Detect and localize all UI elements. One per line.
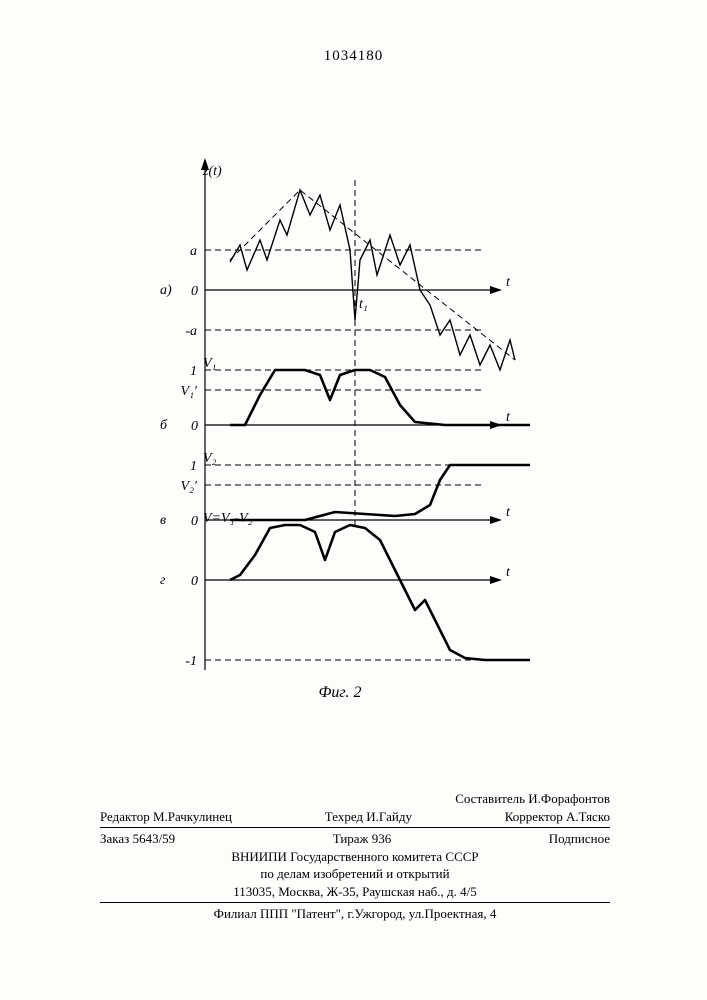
credits-row-1: Составитель И.Форафонтов xyxy=(100,790,610,808)
corr-name: А.Тяско xyxy=(566,809,610,824)
order-row: Заказ 5643/59 Тираж 936 Подписное xyxy=(100,830,610,848)
editor-label: Редактор xyxy=(100,809,150,824)
credits-row-2: Редактор М.Рачкулинец Техред И.Гайду Кор… xyxy=(100,808,610,826)
svg-text:-1: -1 xyxy=(185,654,197,669)
corrector: Корректор А.Тяско xyxy=(505,808,610,826)
org-line-2: по делам изобретений и открытий xyxy=(100,865,610,883)
figure-svg: t 0 а) z(t) а -а t₁ t 0 б V₁ 1 V₁′ t 0 в V₂ 1 V₂′ t 0 г V=V₁-V… xyxy=(150,150,530,680)
svg-text:б: б xyxy=(160,418,168,433)
svg-text:V=V₁-V₂: V=V₁-V₂ xyxy=(203,511,253,526)
svg-text:-а: -а xyxy=(185,324,197,339)
divider-1 xyxy=(100,827,610,828)
svg-text:в: в xyxy=(160,513,166,528)
order-label: Заказ xyxy=(100,831,129,846)
order: Заказ 5643/59 xyxy=(100,830,175,848)
composer-label: Составитель xyxy=(455,791,525,806)
svg-text:t: t xyxy=(506,275,511,290)
tech-label: Техред xyxy=(325,809,363,824)
circulation-value: 936 xyxy=(372,831,392,846)
svg-text:t: t xyxy=(506,565,511,580)
address: 113035, Москва, Ж-35, Раушская наб., д. … xyxy=(100,883,610,901)
editor-name: М.Рачкулинец xyxy=(153,809,232,824)
composer: Составитель И.Форафонтов xyxy=(455,790,610,808)
editor: Редактор М.Рачкулинец xyxy=(100,808,232,826)
document-number: 1034180 xyxy=(0,48,707,65)
tech-editor: Техред И.Гайду xyxy=(325,808,412,826)
corr-label: Корректор xyxy=(505,809,563,824)
figure-caption: Фиг. 2 xyxy=(150,684,530,702)
page: 1034180 t0а)z(t)а-аt₁t0бV₁1V₁′t0вV₂1V₂′t… xyxy=(0,0,707,1000)
divider-2 xyxy=(100,902,610,903)
svg-text:0: 0 xyxy=(191,574,198,589)
svg-text:t: t xyxy=(506,410,511,425)
svg-text:а): а) xyxy=(160,283,172,298)
svg-text:1: 1 xyxy=(190,459,197,474)
figure-container: t 0 а) z(t) а -а t₁ t 0 б V₁ 1 V₁′ t 0 в V₂ 1 V₂′ t 0 г V=V₁-V… xyxy=(150,150,530,700)
order-no: 5643/59 xyxy=(133,831,176,846)
svg-text:t₁: t₁ xyxy=(359,297,368,312)
svg-text:0: 0 xyxy=(191,514,198,529)
tech-name: И.Гайду xyxy=(366,809,412,824)
org-line-1: ВНИИПИ Государственного комитета СССР xyxy=(100,848,610,866)
svg-text:г: г xyxy=(160,573,166,588)
circulation: Тираж 936 xyxy=(333,830,392,848)
footer-block: Составитель И.Форафонтов Редактор М.Рачк… xyxy=(100,790,610,923)
signed: Подписное xyxy=(549,830,610,848)
svg-text:0: 0 xyxy=(191,419,198,434)
svg-text:z(t): z(t) xyxy=(202,164,222,179)
composer-name: И.Форафонтов xyxy=(528,791,610,806)
svg-text:V₂′: V₂′ xyxy=(181,479,198,494)
svg-text:а: а xyxy=(190,244,197,259)
svg-text:V₁: V₁ xyxy=(203,356,216,371)
circulation-label: Тираж xyxy=(333,831,369,846)
printer-line: Филиал ППП "Патент", г.Ужгород, ул.Проек… xyxy=(100,905,610,923)
svg-text:0: 0 xyxy=(191,284,198,299)
svg-text:V₁′: V₁′ xyxy=(181,384,198,399)
svg-text:V₂: V₂ xyxy=(203,451,217,466)
svg-text:t: t xyxy=(506,505,511,520)
svg-text:1: 1 xyxy=(190,364,197,379)
